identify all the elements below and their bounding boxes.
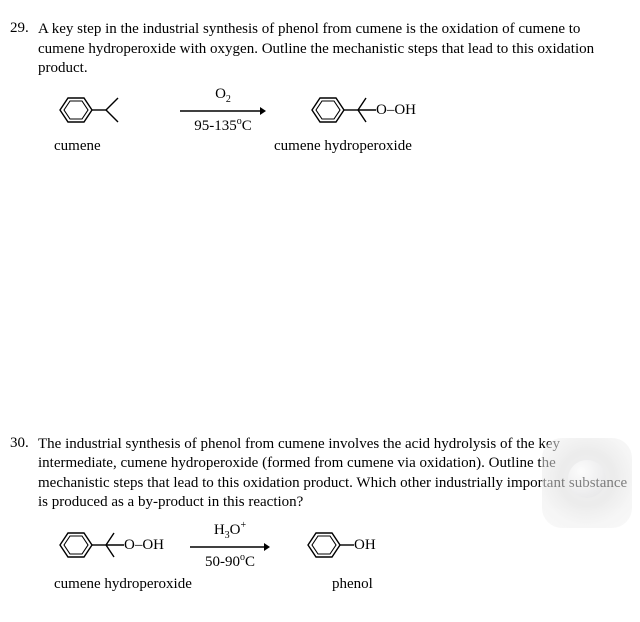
problem-29: 29. A key step in the industrial synthes…	[10, 20, 630, 79]
labels-30: cumene hydroperoxide phenol	[54, 576, 630, 593]
product-suffix-30: OH	[354, 537, 376, 554]
cumene-hydroperoxide-label-2: cumene hydroperoxide	[54, 576, 254, 593]
arrow-top-30: H3O+	[214, 521, 246, 541]
problem-number: 29.	[10, 20, 38, 79]
cumene-hydroperoxide-structure-2: O–OH	[54, 525, 164, 565]
product-suffix-29: O–OH	[376, 102, 416, 119]
arrow-top-29: O2	[215, 87, 231, 105]
problem-30: 30. The industrial synthesis of phenol f…	[10, 435, 630, 513]
problem-stem: A key step in the industrial synthesis o…	[38, 20, 630, 79]
reaction-29: O2 95-135oC O–OH	[54, 87, 630, 134]
cumene-hydroperoxide-structure: O–OH	[306, 90, 416, 130]
phenol-structure: OH	[302, 525, 376, 565]
reagent-suffix-30: O–OH	[124, 537, 164, 554]
arrow-bottom-29: 95-135oC	[194, 117, 252, 134]
reaction-arrow-30: H3O+ 50-90oC	[190, 521, 270, 570]
reaction-arrow-29: O2 95-135oC	[180, 87, 266, 134]
phenol-label: phenol	[332, 576, 373, 593]
problem-number: 30.	[10, 435, 38, 513]
cumene-hydroperoxide-label: cumene hydroperoxide	[274, 138, 412, 155]
watermark-icon	[542, 438, 632, 528]
arrow-bottom-30: 50-90oC	[205, 553, 255, 570]
labels-29: cumene cumene hydroperoxide	[54, 138, 630, 155]
cumene-label: cumene	[54, 138, 154, 155]
cumene-structure	[54, 90, 140, 130]
reaction-30: O–OH H3O+ 50-90oC OH	[54, 521, 630, 570]
